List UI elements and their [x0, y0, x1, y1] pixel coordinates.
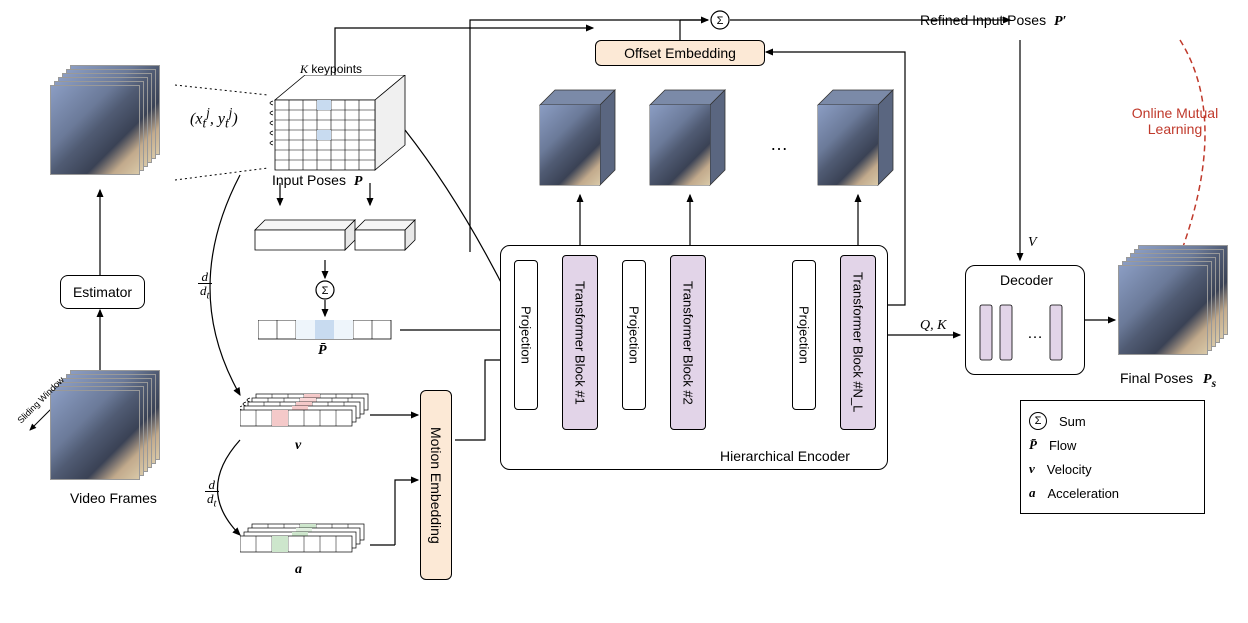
- cube-2: [640, 85, 730, 195]
- svg-text:Σ: Σ: [322, 285, 329, 297]
- decoder-bars: …: [972, 300, 1082, 370]
- deriv-2: ddt: [205, 478, 219, 509]
- velocity-symbol: v: [1029, 461, 1035, 477]
- estimator-box: Estimator: [60, 275, 145, 309]
- video-frames-label: Video Frames: [70, 490, 157, 506]
- motion-embedding-box: Motion Embedding: [420, 390, 452, 580]
- svg-text:…: …: [770, 134, 788, 154]
- acceleration-label: a: [295, 562, 302, 578]
- transformer-block-2: Transformer Block #2: [670, 255, 706, 430]
- keypoints-label: K keypoints: [300, 62, 362, 77]
- legend: Σ Sum P̄ Flow v Velocity a Acceleration: [1020, 400, 1205, 514]
- sum-icon: Σ: [1029, 412, 1047, 430]
- projection-1: Projection: [514, 260, 538, 410]
- svg-text:Σ: Σ: [717, 15, 724, 27]
- final-poses-label: Final Poses Ps: [1120, 370, 1216, 390]
- velocity-label: v: [295, 438, 301, 454]
- projection-2: Projection: [622, 260, 646, 410]
- acceleration-symbol: a: [1029, 485, 1036, 501]
- projection-n: Projection: [792, 260, 816, 410]
- estimator-label: Estimator: [73, 284, 132, 300]
- legend-sum: Sum: [1059, 414, 1086, 429]
- svg-text:…: …: [1027, 325, 1043, 342]
- cube-n: [808, 85, 898, 195]
- legend-flow: Flow: [1049, 438, 1076, 453]
- velocity-stack: [240, 380, 400, 450]
- flow-symbol: P̄: [1029, 437, 1037, 453]
- cube-1: [530, 85, 620, 195]
- offset-embedding-label: Offset Embedding: [624, 45, 736, 61]
- transformer-block-1: Transformer Block #1: [562, 255, 598, 430]
- input-pose-bars: [250, 210, 430, 260]
- motion-embedding-label: Motion Embedding: [428, 427, 444, 544]
- online-mutual-learning-label: Online Mutual Learning: [1120, 105, 1230, 137]
- decoder-label: Decoder: [1000, 272, 1053, 288]
- refined-poses-label: Refined Input Poses P′: [920, 12, 1066, 30]
- deriv-1: ddt: [198, 270, 212, 301]
- acceleration-stack: [240, 510, 400, 570]
- transformer-block-n: Transformer Block #N_L: [840, 255, 876, 430]
- legend-acceleration: Acceleration: [1048, 486, 1120, 501]
- v-label: V: [1028, 235, 1037, 251]
- offset-embedding-box: Offset Embedding: [595, 40, 765, 66]
- flow-row: [258, 320, 408, 350]
- coord-label: (xtj, ytj): [190, 105, 238, 132]
- flow-label: P̄: [318, 343, 327, 359]
- qk-label: Q, K: [920, 318, 946, 334]
- input-poses-label: Input Poses P: [272, 172, 362, 190]
- hierarchical-encoder-label: Hierarchical Encoder: [720, 448, 850, 464]
- legend-velocity: Velocity: [1047, 462, 1092, 477]
